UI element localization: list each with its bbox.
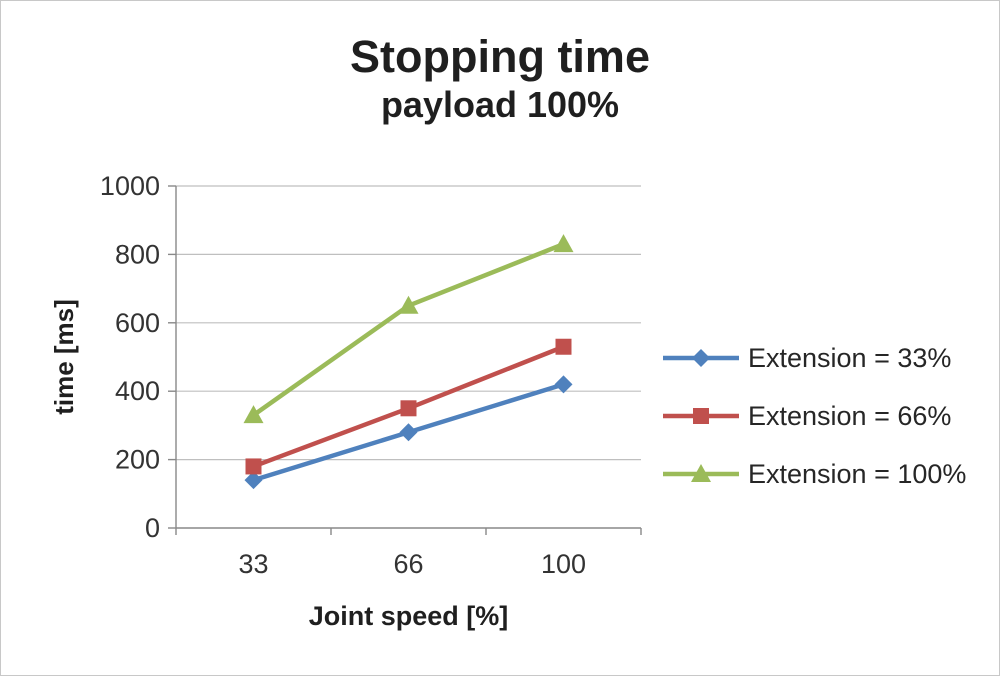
y-tick-label: 400 (115, 376, 160, 406)
x-tick-label: 33 (238, 549, 268, 579)
y-tick-label: 0 (145, 513, 160, 543)
square-marker (555, 338, 572, 355)
legend-item: Extension = 33% (661, 329, 966, 387)
square-marker (400, 400, 417, 417)
x-tick-label: 66 (393, 549, 423, 579)
diamond-marker (399, 423, 418, 442)
legend-item-label: Extension = 100% (748, 458, 967, 489)
triangle-marker (398, 295, 419, 314)
legend-key-icon (663, 408, 739, 424)
chart-titles: Stopping time payload 100% (1, 31, 999, 126)
y-tick-label: 1000 (100, 171, 160, 201)
square-marker (693, 408, 709, 424)
diamond-marker (692, 349, 710, 367)
x-tick-label: 100 (541, 549, 586, 579)
legend: Extension = 33% Extension = 66% Extension … (661, 329, 966, 503)
legend-item: Extension = 100% (661, 445, 966, 503)
chart-subtitle: payload 100% (380, 83, 620, 125)
triangle-marker (553, 234, 574, 253)
legend-key-icon (663, 349, 739, 367)
legend-key-icon (663, 464, 739, 482)
diamond-marker (244, 471, 263, 490)
legend-item-label: Extension = 66% (748, 400, 952, 431)
series-line (251, 241, 566, 418)
x-axis-title: Joint speed [%] (309, 601, 509, 631)
y-tick-label: 800 (115, 239, 160, 269)
triangle-marker (691, 464, 711, 482)
y-axis-title: time [ms] (49, 299, 79, 415)
legend-item: Extension = 66% (661, 387, 966, 445)
chart-title: Stopping time (350, 31, 650, 82)
y-tick-label: 200 (115, 445, 160, 475)
diamond-marker (554, 375, 573, 394)
triangle-marker (243, 405, 264, 424)
legend-item-label: Extension = 33% (748, 342, 952, 373)
y-tick-label: 600 (115, 308, 160, 338)
square-marker (245, 458, 262, 475)
